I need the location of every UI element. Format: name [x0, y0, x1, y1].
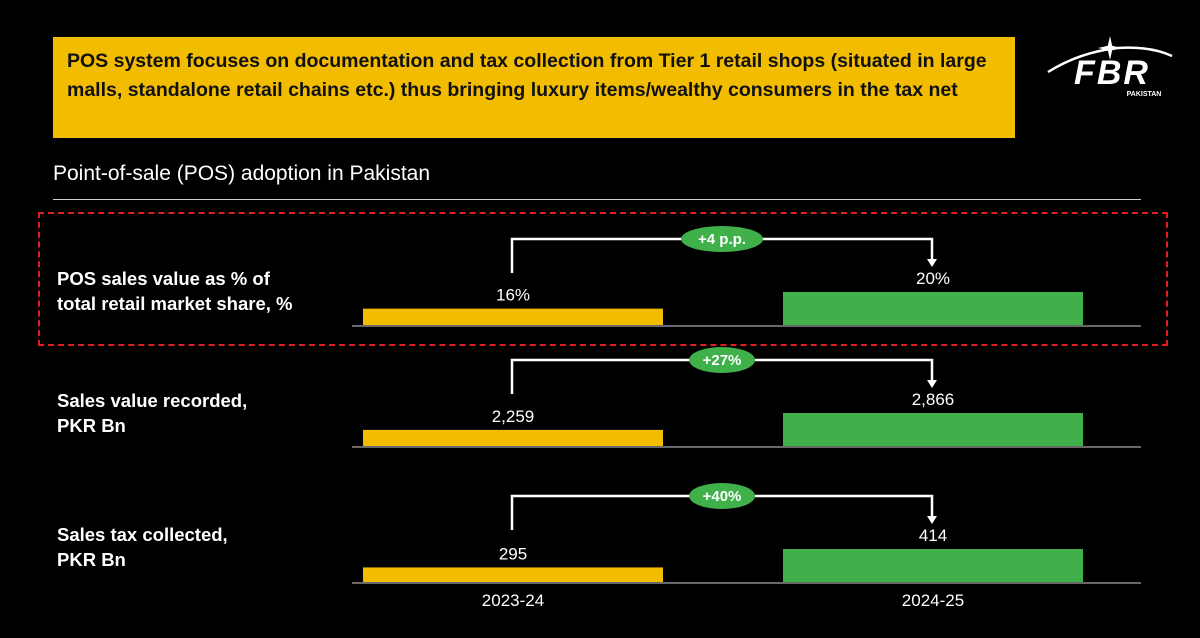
change-badge-label: +4 p.p. — [698, 231, 746, 248]
fbr-logo: FBR PAKISTAN — [1047, 36, 1173, 98]
data-label: 20% — [916, 269, 950, 288]
bar-2023-24 — [363, 567, 663, 582]
change-badge — [689, 483, 755, 509]
summary-banner: POS system focuses on documentation and … — [53, 37, 1015, 138]
row-label-sales-value: Sales value recorded, PKR Bn — [57, 388, 247, 438]
arrow-head-icon — [927, 259, 937, 267]
row-label-line: Sales value recorded, — [57, 390, 248, 411]
section-title: Point-of-sale (POS) adoption in Pakistan — [53, 162, 431, 185]
bar-2024-25 — [783, 292, 1083, 325]
logo-wordmark: FBR — [1074, 54, 1150, 92]
x-label-2023-24: 2023-24 — [481, 591, 545, 610]
highlight-box — [38, 212, 1168, 346]
arrow-head-icon — [927, 516, 937, 524]
row-label-line: POS sales value as % of — [57, 268, 270, 289]
logo-subtitle: PAKISTAN — [1127, 91, 1162, 98]
row-label-sales-tax: Sales tax collected, PKR Bn — [57, 522, 228, 572]
row-label-line: PKR Bn — [57, 549, 126, 570]
x-label-2024-25: 2024-25 — [901, 591, 965, 610]
change-badge-label: +40% — [703, 488, 742, 505]
summary-banner-text: POS system focuses on documentation and … — [67, 50, 987, 101]
data-label: 414 — [919, 526, 947, 545]
bar-2024-25 — [783, 413, 1083, 446]
row-label-line: total retail market share, % — [57, 293, 293, 314]
bar-2023-24 — [363, 429, 663, 446]
data-label: 16% — [496, 286, 530, 305]
star-icon — [1098, 36, 1122, 60]
data-label: 2,259 — [492, 407, 535, 426]
row-label-line: Sales tax collected, — [57, 524, 228, 545]
row-label-line: PKR Bn — [57, 415, 126, 436]
data-label: 2,866 — [912, 390, 955, 409]
bar-2023-24 — [363, 308, 663, 325]
change-badge — [689, 347, 755, 373]
change-badge-label: +27% — [703, 352, 742, 369]
arrow-head-icon — [927, 380, 937, 388]
bar-2024-25 — [783, 549, 1083, 582]
change-badge — [681, 226, 763, 252]
data-label: 295 — [499, 544, 527, 563]
title-divider — [53, 199, 1141, 200]
row-label-pos-share: POS sales value as % of total retail mar… — [57, 266, 292, 316]
